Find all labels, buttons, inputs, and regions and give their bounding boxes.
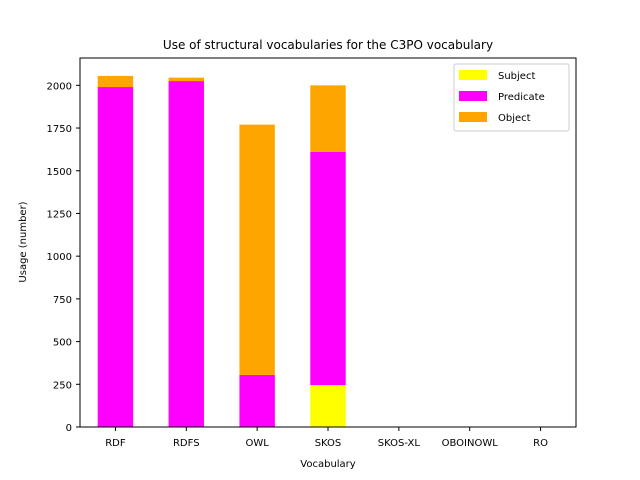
- legend-swatch-predicate: [459, 91, 487, 101]
- x-tick-label: OWL: [245, 438, 269, 449]
- legend-swatch-object: [459, 112, 487, 122]
- bars-layer: [97, 75, 346, 428]
- legend-label-object: Object: [498, 113, 531, 124]
- x-tick-label: SKOS-XL: [378, 438, 421, 449]
- y-tick-label: 1000: [47, 252, 72, 263]
- legend-label-subject: Subject: [498, 71, 535, 82]
- x-tick-label: SKOS: [315, 438, 342, 449]
- x-axis-label: Vocabulary: [300, 459, 356, 470]
- x-tick-label: RDF: [105, 438, 126, 449]
- x-tick-label: OBOINOWL: [442, 438, 499, 449]
- bar-skos-subject: [310, 385, 346, 427]
- chart-title: Use of structural vocabularies for the C…: [163, 38, 493, 52]
- legend: Subject Predicate Object: [453, 63, 570, 132]
- x-axis-ticks: RDF RDFS OWL SKOS SKOS-XL OBOINOWL RO: [105, 427, 548, 449]
- bar-skos-object: [310, 85, 346, 152]
- bar-skos-predicate: [310, 151, 346, 386]
- y-tick-label: 1500: [47, 167, 72, 178]
- bar-rdfs-object: [168, 77, 204, 82]
- y-tick-label: 1750: [47, 124, 72, 135]
- y-tick-label: 250: [53, 380, 72, 391]
- bar-rdfs-predicate: [168, 81, 204, 427]
- bar-rdf-object: [97, 75, 134, 88]
- bar-owl-predicate: [239, 374, 275, 427]
- y-axis-ticks: 0 250 500 750 1000 1250 1500 1750 2000: [47, 81, 80, 434]
- y-tick-label: 0: [66, 423, 72, 434]
- x-tick-label: RDFS: [173, 438, 200, 449]
- legend-label-predicate: Predicate: [498, 92, 545, 103]
- bar-owl-object: [239, 124, 275, 375]
- bar-rdf-predicate: [97, 87, 134, 428]
- y-axis-label: Usage (number): [18, 201, 29, 282]
- y-tick-label: 2000: [47, 81, 72, 92]
- x-tick-label: RO: [533, 438, 548, 449]
- y-tick-label: 750: [53, 295, 72, 306]
- y-tick-label: 500: [53, 338, 72, 349]
- legend-swatch-subject: [459, 70, 487, 80]
- y-tick-label: 1250: [47, 209, 72, 220]
